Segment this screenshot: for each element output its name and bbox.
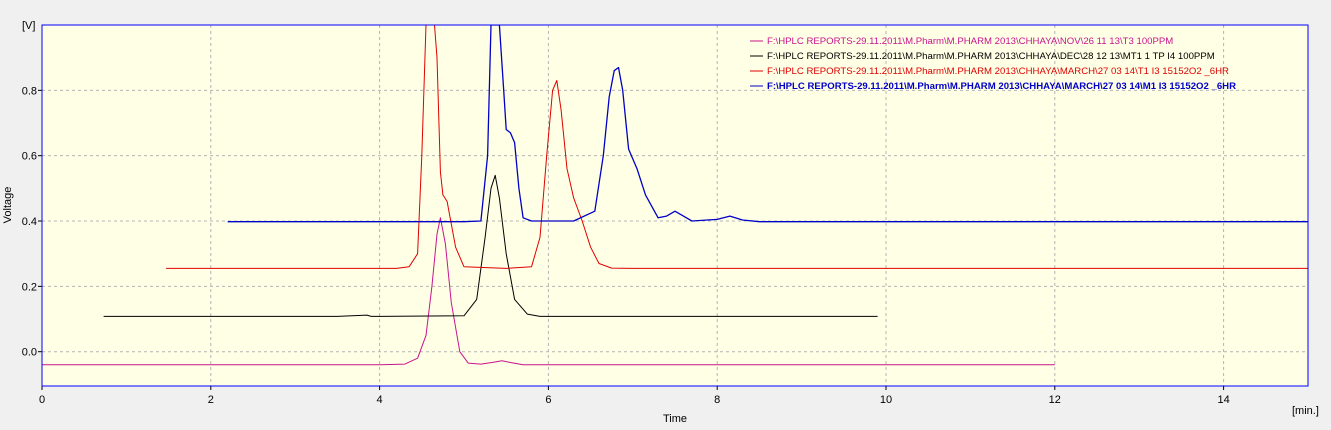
grid-lines [42, 25, 1308, 386]
series-line-1 [42, 217, 1055, 366]
legend: F:\HPLC REPORTS-29.11.2011\M.Pharm\M.PHA… [750, 36, 1236, 92]
legend-entry-4: F:\HPLC REPORTS-29.11.2011\M.Pharm\M.PHA… [767, 81, 1236, 92]
x-tick-label: 6 [545, 394, 551, 406]
y-tick-label: 0.8 [22, 85, 37, 97]
legend-entry-1: F:\HPLC REPORTS-29.11.2011\M.Pharm\M.PHA… [767, 36, 1173, 47]
series-layer [42, 25, 1308, 366]
y-tick-label: 0.4 [22, 216, 37, 228]
series-line-4 [227, 25, 1308, 223]
x-tick-label: 0 [39, 394, 45, 406]
x-tick-label: 10 [880, 394, 892, 406]
x-tick-label: 2 [208, 394, 214, 406]
x-axis-unit-label: [min.] [1292, 405, 1319, 417]
axes: 0 2 4 6 8 10 12 14 0.0 0.2 0.4 0.6 0.8 [22, 24, 1309, 406]
y-tick-label: 0.2 [22, 281, 37, 293]
plot-area [42, 25, 1308, 386]
x-axis-title: Time [663, 413, 687, 425]
x-tick-label: 12 [1049, 394, 1061, 406]
series-line-3 [166, 25, 1308, 269]
y-axis-title: Voltage [2, 187, 14, 224]
legend-entry-3: F:\HPLC REPORTS-29.11.2011\M.Pharm\M.PHA… [767, 66, 1229, 77]
plot-border [41, 24, 1309, 387]
series-line-2 [103, 174, 878, 317]
y-axis-unit-label: [V] [22, 20, 35, 32]
x-tick-label: 8 [714, 394, 720, 406]
y-tick-label: 0.0 [22, 347, 37, 359]
legend-entry-2: F:\HPLC REPORTS-29.11.2011\M.Pharm\M.PHA… [767, 51, 1215, 62]
x-tick-label: 14 [1217, 394, 1229, 406]
y-tick-label: 0.6 [22, 151, 37, 163]
x-tick-label: 4 [377, 394, 383, 406]
